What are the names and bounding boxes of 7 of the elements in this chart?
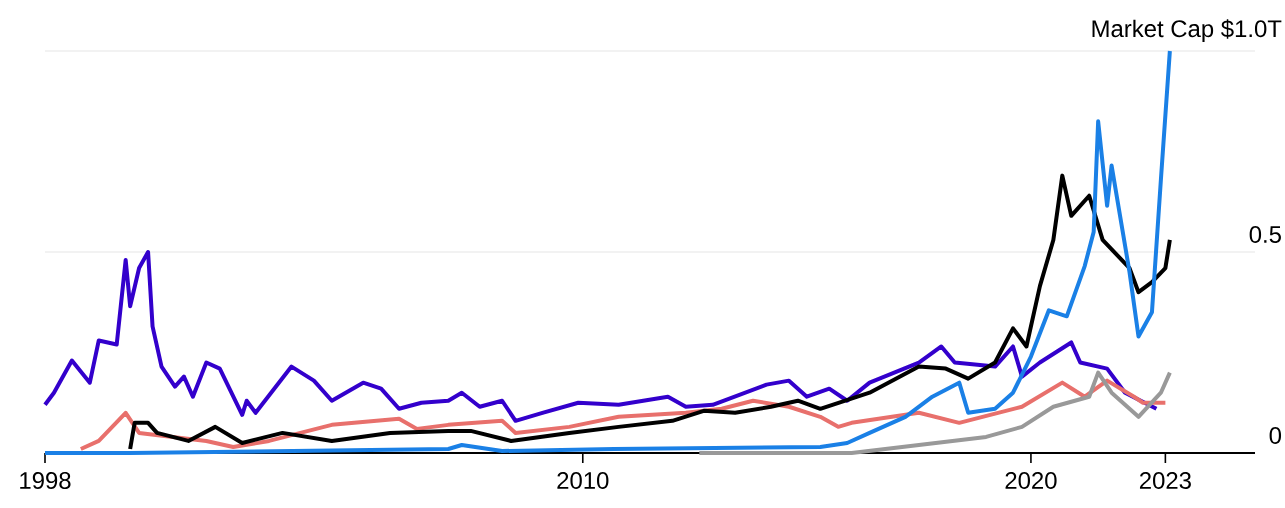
y-tick-label: 0.5 — [1249, 226, 1281, 243]
y-tick-label: 0 — [1269, 427, 1282, 444]
x-tick-label: 1998 — [20, 472, 71, 489]
x-tick-label: 2010 — [557, 472, 609, 489]
x-tick-label: 2020 — [1005, 472, 1057, 489]
x-tick-label: 2023 — [1139, 472, 1191, 489]
y-tick-label: Market Cap $1.0T — [1092, 19, 1282, 42]
